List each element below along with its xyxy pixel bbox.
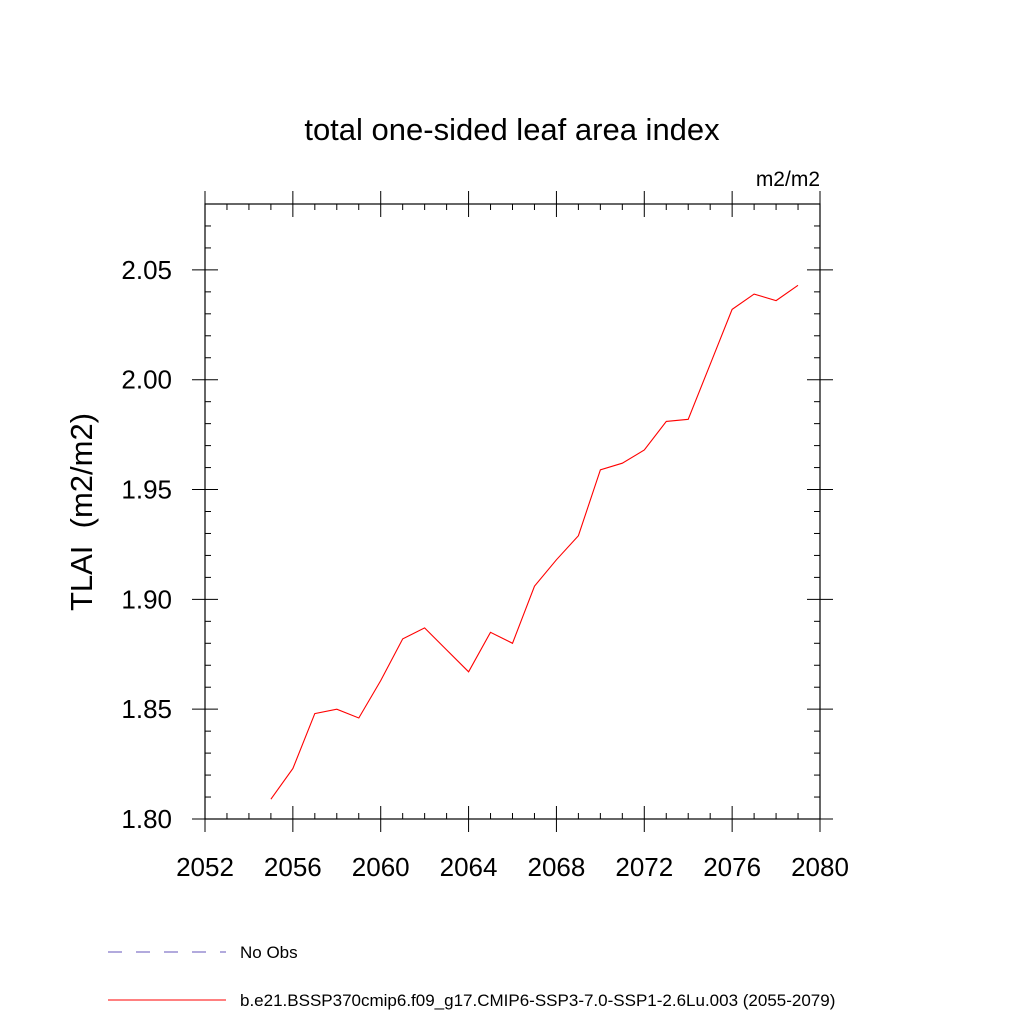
y-axis-ticks: 1.80 1.85 1.90 1.95 2.00 2.05 (121, 203, 833, 834)
series-line (270, 284, 799, 800)
legend-label: b.e21.BSSP370cmip6.f09_g17.CMIP6-SSP3-7.… (240, 991, 835, 1010)
y-tick-label: 1.90 (121, 584, 172, 614)
x-tick-label: 2052 (176, 852, 234, 882)
x-tick-label: 2072 (615, 852, 673, 882)
x-tick-label: 2080 (791, 852, 849, 882)
x-tick-label: 2068 (528, 852, 586, 882)
y-tick-label: 2.05 (121, 255, 172, 285)
y-tick-label: 1.80 (121, 804, 172, 834)
x-tick-label: 2060 (352, 852, 410, 882)
x-tick-label: 2076 (703, 852, 761, 882)
x-tick-label: 2064 (440, 852, 498, 882)
legend-label: No Obs (240, 943, 298, 962)
y-tick-label: 1.85 (121, 694, 172, 724)
units-label: m2/m2 (756, 168, 820, 191)
y-tick-label: 1.95 (121, 475, 172, 505)
y-tick-label: 2.00 (121, 365, 172, 395)
chart-title: total one-sided leaf area index (304, 112, 720, 147)
y-axis-label: TLAI (m2/m2) (64, 413, 99, 611)
legend: No Obs b.e21.BSSP370cmip6.f09_g17.CMIP6-S… (108, 943, 835, 1010)
x-tick-label: 2056 (264, 852, 322, 882)
series-layer (270, 284, 799, 800)
x-axis-ticks: 2052 2056 2060 2064 2068 2072 2076 2080 (176, 191, 849, 882)
plot-frame (204, 203, 821, 820)
